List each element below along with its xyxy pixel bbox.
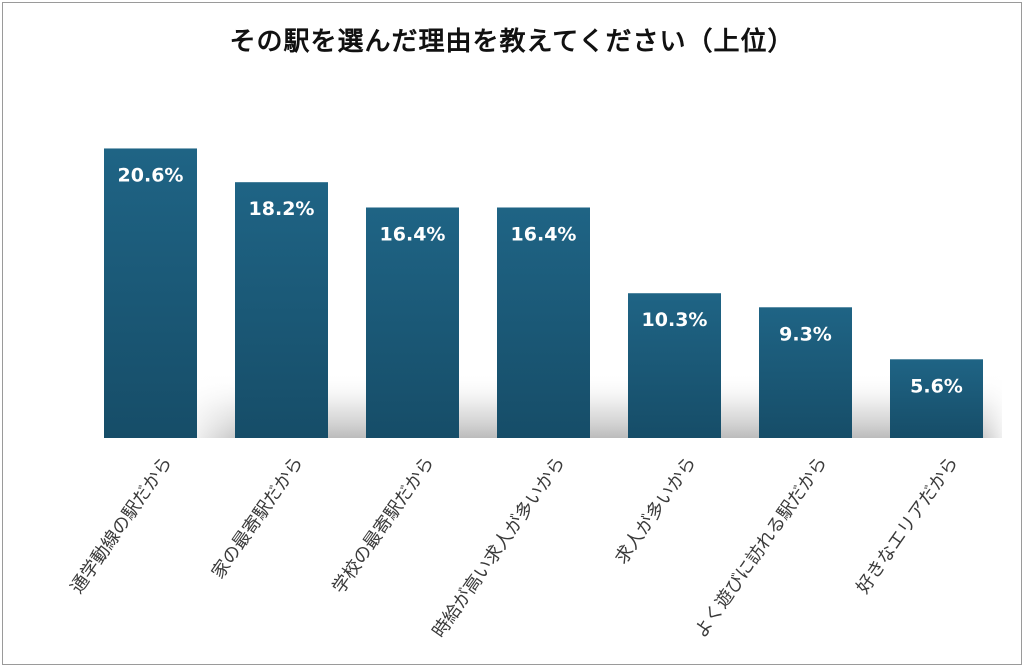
category-label: 学校の最寄駅だから [328, 453, 438, 598]
bar [366, 207, 459, 438]
category-label: よく遊びに訪れる駅だから [691, 453, 832, 642]
bar [235, 182, 328, 438]
value-labels-group: 20.6% 18.2% 16.4% 16.4% 10.3% 9.3% 5.6% [118, 164, 963, 397]
data-label: 18.2% [249, 198, 315, 220]
data-label: 9.3% [779, 323, 832, 345]
bar [890, 359, 983, 438]
bar [759, 307, 852, 438]
bar [497, 207, 590, 438]
data-label: 16.4% [380, 223, 446, 245]
bars-group [104, 148, 983, 439]
category-label: 好きなエリアだから [852, 453, 962, 598]
data-label: 16.4% [511, 223, 577, 245]
category-label: 時給が高い求人が多いから [429, 453, 570, 642]
chart-title: その駅を選んだ理由を教えてください（上位） [229, 27, 795, 57]
category-label: 家の最寄駅だから [208, 453, 308, 583]
data-label: 20.6% [118, 164, 184, 186]
category-label: 求人が多いから [611, 453, 700, 568]
bar [628, 293, 721, 438]
data-label: 10.3% [642, 309, 708, 331]
data-label: 5.6% [910, 375, 963, 397]
category-label: 通学動線の駅だから [66, 453, 176, 598]
bar [104, 148, 197, 439]
